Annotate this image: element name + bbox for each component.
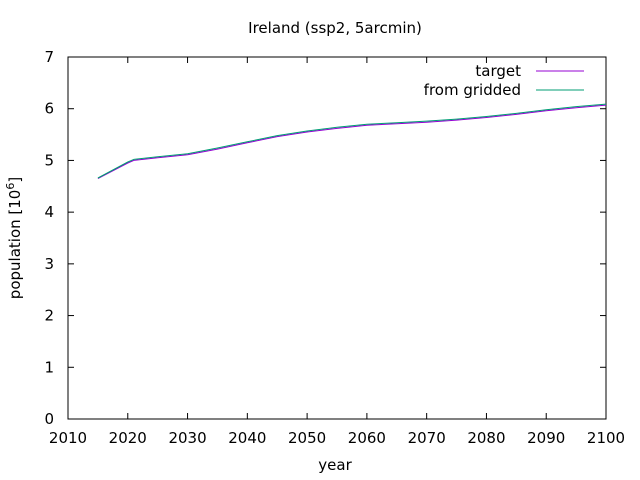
y-axis-label: population [106] <box>4 177 24 299</box>
y-tick-label: 5 <box>44 151 54 169</box>
series-line-from-gridded <box>97 103 607 179</box>
y-tick-label: 0 <box>44 410 54 428</box>
x-tick-label: 2070 <box>408 429 446 447</box>
x-tick-label: 2060 <box>348 429 386 447</box>
x-tick-label: 2080 <box>467 429 505 447</box>
plot-frame <box>67 56 607 420</box>
legend-label-from-gridded: from gridded <box>424 81 521 99</box>
x-axis-label: year <box>318 456 352 474</box>
y-axis-label-tail: ] <box>6 177 24 183</box>
y-tick-label: 1 <box>44 358 54 376</box>
x-tick-label: 2050 <box>288 429 326 447</box>
y-tick-label: 7 <box>44 48 54 66</box>
x-tick-label: 2030 <box>168 429 206 447</box>
x-tick-label: 2020 <box>109 429 147 447</box>
x-tick-label: 2090 <box>527 429 565 447</box>
x-tick-label: 2040 <box>228 429 266 447</box>
legend: target from gridded <box>424 62 584 99</box>
series-line-target <box>97 104 607 179</box>
y-tick-label: 2 <box>44 307 54 325</box>
series-lines <box>97 103 607 179</box>
x-tick-label: 2100 <box>587 429 625 447</box>
y-axis-ticks: 0 1 2 3 4 5 6 7 <box>44 48 606 428</box>
x-tick-label: 2010 <box>49 429 87 447</box>
chart-title: Ireland (ssp2, 5arcmin) <box>248 19 422 37</box>
y-axis-label-base: population [10 <box>6 190 24 300</box>
y-axis-label-exponent: 6 <box>4 183 17 190</box>
x-axis-ticks: 2010 2020 2030 2040 2050 2060 2070 2080 2090 2100 <box>49 57 625 447</box>
y-tick-label: 4 <box>44 203 54 221</box>
y-tick-label: 3 <box>44 255 54 273</box>
legend-label-target: target <box>475 62 521 80</box>
y-tick-label: 6 <box>44 100 54 118</box>
